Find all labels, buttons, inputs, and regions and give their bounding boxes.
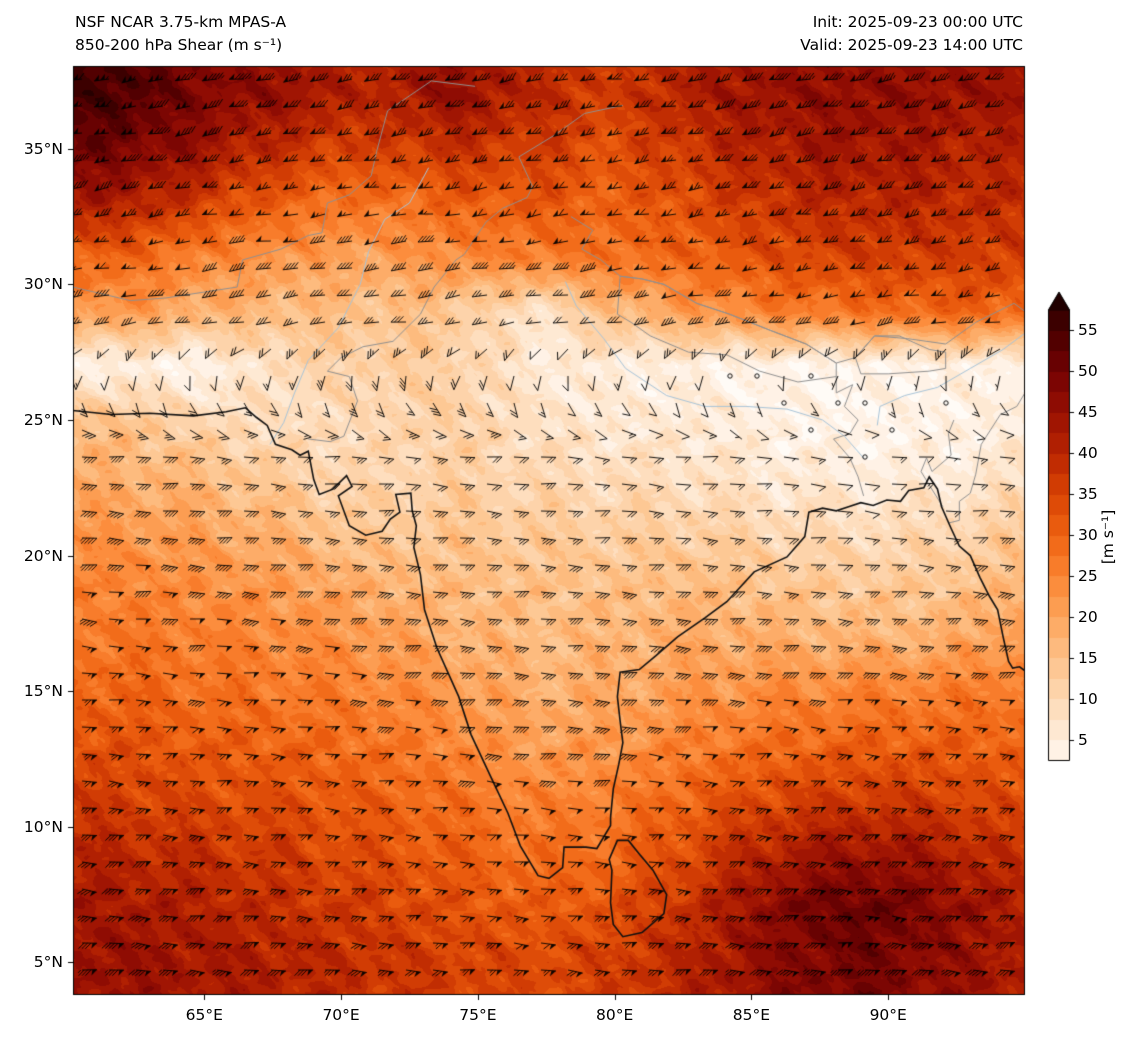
- colorbar-tick-label: 10: [1078, 689, 1098, 708]
- init-time: Init: 2025-09-23 00:00 UTC: [812, 13, 1023, 31]
- y-tick-label: 5°N: [33, 953, 63, 972]
- colorbar-tick-label: 55: [1078, 321, 1098, 340]
- figure-title-block: NSF NCAR 3.75-km MPAS-A 850-200 hPa Shea…: [75, 11, 286, 58]
- colorbar-tick-label: 35: [1078, 485, 1098, 504]
- x-tick-label: 75°E: [459, 1006, 497, 1024]
- colorbar-tick-label: 20: [1078, 607, 1098, 626]
- colorbar-tick-label: 40: [1078, 444, 1098, 463]
- colorbar-unit-label: [m s⁻¹]: [1099, 509, 1117, 565]
- x-tick-label: 80°E: [596, 1006, 634, 1024]
- x-tick-label: 90°E: [869, 1006, 907, 1024]
- y-tick-label: 35°N: [23, 139, 63, 158]
- colorbar-tick-label: 15: [1078, 648, 1098, 667]
- y-tick-label: 20°N: [23, 546, 63, 565]
- colorbar-tick-label: 5: [1078, 730, 1088, 749]
- y-tick-label: 15°N: [23, 682, 63, 701]
- y-tick-label: 30°N: [23, 275, 63, 294]
- colorbar-tick-label: 30: [1078, 526, 1098, 544]
- valid-time: Valid: 2025-09-23 14:00 UTC: [800, 36, 1023, 55]
- run-time-block: Init: 2025-09-23 00:00 UTC Valid: 2025-0…: [800, 11, 1023, 58]
- colorbar-tick-label: 25: [1078, 566, 1098, 585]
- colorbar-tick-label: 50: [1078, 362, 1098, 381]
- x-tick-label: 70°E: [322, 1006, 360, 1024]
- y-tick-label: 10°N: [23, 817, 63, 836]
- model-name: NSF NCAR 3.75-km MPAS-A: [75, 13, 287, 31]
- x-tick-label: 85°E: [732, 1006, 771, 1024]
- y-tick-label: 25°N: [23, 410, 63, 429]
- field-name: 850-200 hPa Shear (m s⁻¹): [75, 36, 283, 55]
- colorbar-tick-label: 45: [1078, 403, 1098, 422]
- x-tick-label: 65°E: [185, 1006, 223, 1024]
